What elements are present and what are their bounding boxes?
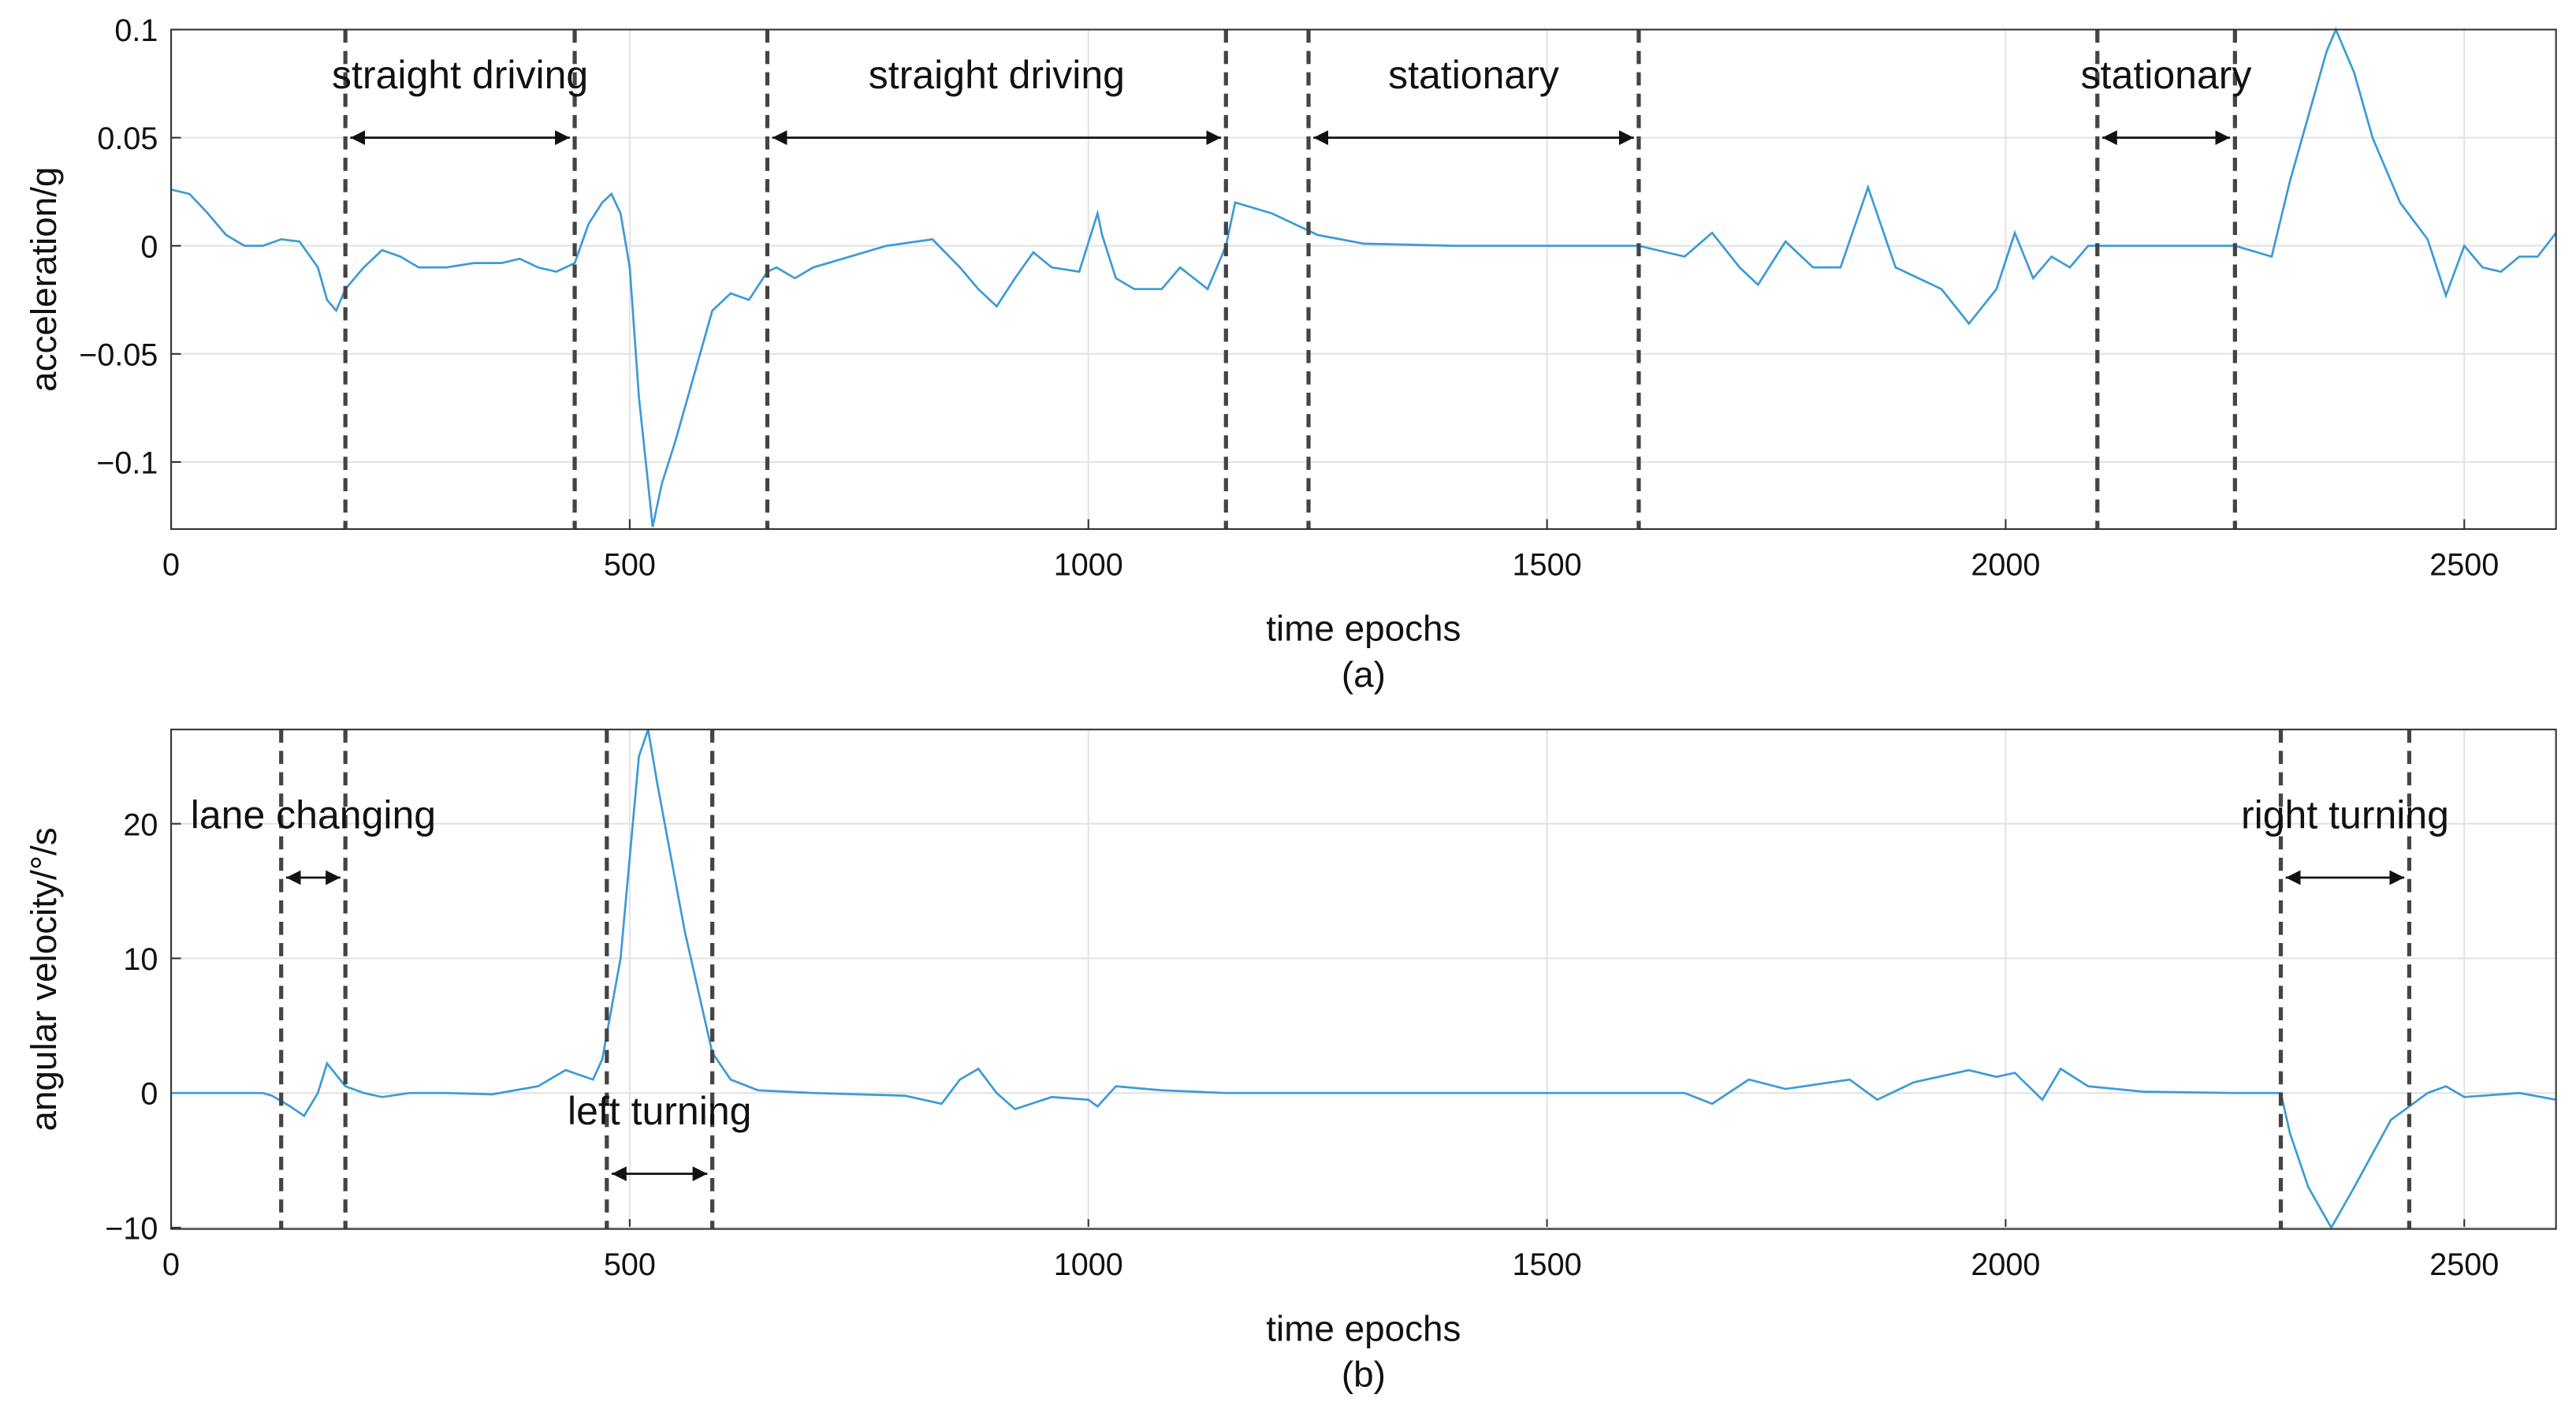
y-tick-label: −0.1 [96, 446, 158, 481]
x-tick-label: 1000 [1054, 547, 1123, 582]
x-tick-label: 2500 [2429, 1247, 2499, 1282]
y-tick-label: 0 [140, 229, 158, 264]
segment-label: stationary [2081, 53, 2252, 97]
x-tick-label: 0 [162, 547, 180, 582]
subplot-caption: (a) [1342, 654, 1386, 695]
y-tick-label: 0.1 [114, 13, 158, 48]
y-tick-label: 10 [123, 942, 158, 977]
subplot-caption: (b) [1342, 1355, 1386, 1395]
x-tick-label: 2000 [1971, 1247, 2040, 1282]
segment-label: left turning [568, 1089, 751, 1133]
segment-label: right turning [2241, 792, 2449, 837]
segment-label: lane changing [191, 792, 436, 837]
data-line [170, 27, 2557, 528]
y-tick-label: 0 [140, 1077, 158, 1112]
x-axis-label: time epochs [1266, 609, 1461, 649]
axes-box [170, 28, 2557, 530]
x-axis-label: time epochs [1266, 1308, 1461, 1348]
segment-label: straight driving [869, 53, 1125, 97]
segment-label: stationary [1388, 53, 1559, 97]
y-tick-label: 0.05 [97, 121, 158, 156]
x-tick-label: 1500 [1513, 1247, 1582, 1282]
axes-box [170, 729, 2557, 1230]
segment-label: straight driving [332, 53, 588, 97]
y-axis-label: acceleration/g [24, 167, 64, 392]
x-tick-label: 0 [162, 1247, 180, 1282]
plot-area [171, 729, 2556, 1229]
x-tick-label: 2500 [2429, 547, 2499, 582]
x-tick-label: 500 [604, 1247, 656, 1282]
y-tick-label: 20 [123, 807, 158, 842]
x-tick-label: 1000 [1054, 1247, 1123, 1282]
y-tick-label: −0.05 [79, 337, 158, 372]
y-axis-label: angular velocity/°/s [24, 827, 64, 1131]
y-tick-label: −10 [105, 1212, 158, 1247]
data-line [171, 729, 2556, 1230]
x-tick-label: 2000 [1971, 547, 2040, 582]
plot-area [171, 29, 2556, 529]
x-tick-label: 1500 [1513, 547, 1582, 582]
x-tick-label: 500 [604, 547, 656, 582]
subplot: 0 500 1000 1500 2000 2500 −0.1 −0.05 0 0.05 0.1 str… [24, 13, 2557, 695]
